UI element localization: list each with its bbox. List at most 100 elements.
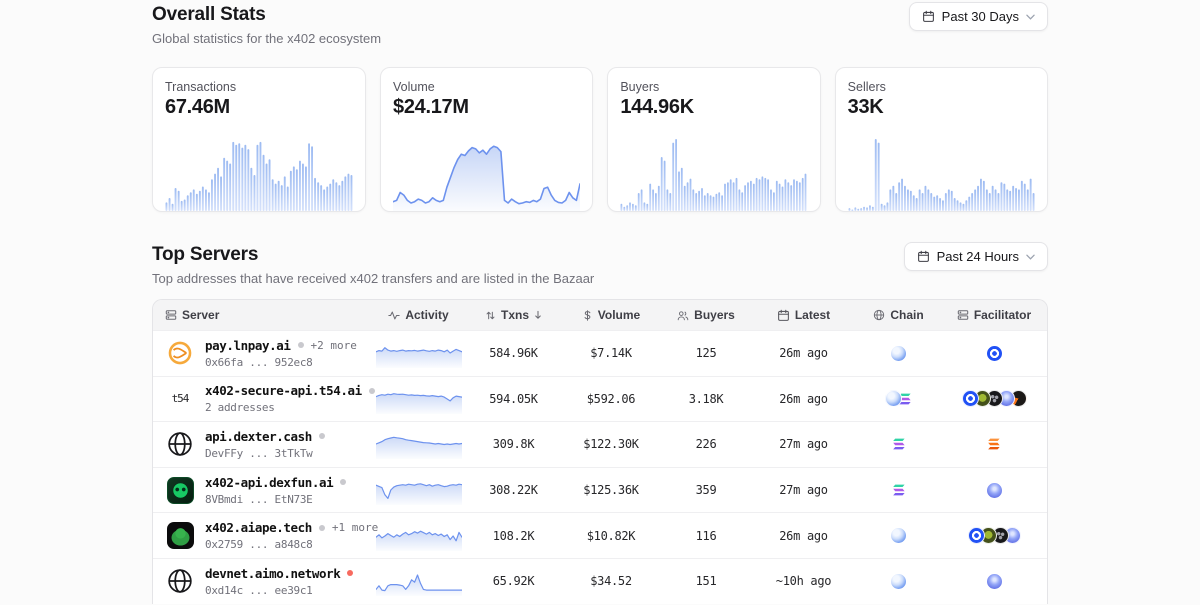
t54-logo-wrap: t54 <box>165 384 195 414</box>
aiape-logo <box>166 522 194 550</box>
server-cell[interactable]: t54 x402-secure-api.t54.ai 2 addresses <box>153 383 375 414</box>
server-cell[interactable]: api.dexter.cash DevFFy ... 3tTkTw <box>153 429 371 460</box>
activity-sparkline <box>375 566 462 597</box>
chain-icons <box>856 528 941 544</box>
latest-value: ~10h ago <box>775 574 832 589</box>
buyers-value: 151 <box>695 574 717 589</box>
range-select-24-hours[interactable]: Past 24 Hours <box>903 242 1048 271</box>
solana-chain-icon <box>891 437 906 452</box>
volume-value: $34.52 <box>590 574 632 589</box>
server-address: 8VBmdi ... EtN73E <box>205 492 313 506</box>
table-row[interactable]: x402.aiape.tech +1 more 0x2759 ... a848c8 1… <box>153 512 1047 558</box>
column-header-chain[interactable]: Chain <box>856 308 941 322</box>
table-row[interactable]: devnet.aimo.network 0xd14c ... ee39c1 65.9… <box>153 557 1047 604</box>
volume-value: $7.14K <box>590 346 632 361</box>
server-name: devnet.aimo.network <box>205 565 341 581</box>
buyers-value: 359 <box>695 483 717 498</box>
column-header-server[interactable]: Server <box>153 308 371 322</box>
transactions-chart <box>165 137 353 211</box>
sort-column-icon <box>485 310 496 321</box>
stat-cards: Transactions 67.46M Volume $24.17M Buyer… <box>152 67 1048 212</box>
facilitator-icons <box>941 573 1047 589</box>
stat-label: Volume <box>393 80 435 94</box>
stat-value: 67.46M <box>165 96 230 118</box>
volume-value: $592.06 <box>586 391 636 406</box>
server-address: DevFFy ... 3tTkTw <box>205 446 313 460</box>
stat-card-transactions: Transactions 67.46M <box>152 67 366 212</box>
server-cell[interactable]: devnet.aimo.network 0xd14c ... ee39c1 <box>153 566 371 597</box>
facilitator-icons <box>941 345 1047 361</box>
latest-value: 26m ago <box>779 346 828 361</box>
volume-value: $122.30K <box>583 437 639 452</box>
lnpay-logo <box>168 341 192 365</box>
globe-column-icon <box>873 309 885 321</box>
aiape-logo-wrap <box>165 521 195 551</box>
dollar-column-icon <box>582 309 593 321</box>
table-row[interactable]: t54 x402-secure-api.t54.ai 2 addresses 594.… <box>153 375 1047 422</box>
facilitator-icons <box>941 527 1047 545</box>
volume-chart <box>393 137 580 211</box>
base-chain-icon <box>891 528 906 544</box>
column-header-txns[interactable]: Txns <box>466 308 561 322</box>
chain-icons <box>856 345 941 361</box>
column-header-activity[interactable]: Activity <box>371 308 466 322</box>
txns-value: 584.96K <box>489 346 538 361</box>
buyers-chart <box>620 137 807 211</box>
t54-logo: t54 <box>171 392 190 406</box>
top-servers-title: Top Servers <box>152 244 259 265</box>
overall-stats-header: Overall Stats Global statistics for the … <box>152 2 1048 46</box>
chevron-down-icon <box>1026 14 1035 20</box>
server-address: 0x2759 ... a848c8 <box>205 538 313 552</box>
server-name: api.dexter.cash <box>205 428 312 444</box>
more-addresses-label: +1 more <box>331 521 379 535</box>
range-select-30-days[interactable]: Past 30 Days <box>908 2 1048 31</box>
facilitator-icons <box>941 482 1047 498</box>
txns-value: 108.2K <box>492 528 535 543</box>
table-row[interactable]: x402-api.dexfun.ai 8VBmdi ... EtN73E 308.2… <box>153 466 1047 513</box>
stat-value: 144.96K <box>620 96 694 118</box>
stat-card-buyers: Buyers 144.96K <box>607 67 821 212</box>
calendar-icon <box>922 10 935 23</box>
server-cell[interactable]: pay.lnpay.ai +2 more 0x66fa ... 952ec8 <box>153 338 371 369</box>
server-address: 0x66fa ... 952ec8 <box>205 355 313 369</box>
status-dot <box>318 433 325 440</box>
column-header-latest[interactable]: Latest <box>751 308 856 322</box>
facilitator-icons <box>941 390 1047 408</box>
chain-icons <box>856 437 941 452</box>
stat-label: Buyers <box>620 80 660 94</box>
top-servers-subtitle: Top addresses that have received x402 tr… <box>152 271 595 286</box>
volume-value: $125.36K <box>583 483 639 498</box>
status-dot <box>368 387 375 394</box>
coinbase-facilitator-icon <box>986 345 1002 361</box>
latest-value: 26m ago <box>779 528 828 543</box>
column-header-facilitator[interactable]: Facilitator <box>941 308 1047 322</box>
column-header-volume[interactable]: Volume <box>561 308 661 322</box>
range-label: Past 30 Days <box>941 9 1019 24</box>
server-cell[interactable]: x402-api.dexfun.ai 8VBmdi ... EtN73E <box>153 475 371 506</box>
stat-value: 33K <box>847 96 884 118</box>
buyers-value: 125 <box>695 346 717 361</box>
column-header-buyers[interactable]: Buyers <box>661 308 751 322</box>
txns-value: 594.05K <box>489 391 538 406</box>
range-label: Past 24 Hours <box>936 249 1019 264</box>
table-row[interactable]: pay.lnpay.ai +2 more 0x66fa ... 952ec8 584.… <box>153 330 1047 376</box>
sellers-chart <box>848 137 1035 211</box>
latest-value: 27m ago <box>779 483 828 498</box>
activity-sparkline <box>375 338 462 369</box>
users-column-icon <box>677 310 689 321</box>
table-row[interactable]: api.dexter.cash DevFFy ... 3tTkTw 309.8K $1… <box>153 421 1047 467</box>
top-servers-table: Server Activity Txns Volume Buyers L <box>152 299 1048 604</box>
activity-column-icon <box>388 310 400 321</box>
activity-sparkline <box>375 384 462 414</box>
server-name: x402.aiape.tech <box>205 520 312 536</box>
sort-desc-icon <box>534 310 542 320</box>
server-cell[interactable]: x402.aiape.tech +1 more 0x2759 ... a848c8 <box>153 520 378 551</box>
chain-icons <box>856 483 941 498</box>
txns-value: 308.22K <box>489 483 538 498</box>
server-name: x402-secure-api.t54.ai <box>205 383 362 399</box>
chevron-down-icon <box>1026 254 1035 260</box>
txns-value: 65.92K <box>492 574 535 589</box>
buyers-value: 116 <box>695 528 717 543</box>
txns-value: 309.8K <box>492 437 535 452</box>
table-body: pay.lnpay.ai +2 more 0x66fa ... 952ec8 584.… <box>153 330 1047 604</box>
